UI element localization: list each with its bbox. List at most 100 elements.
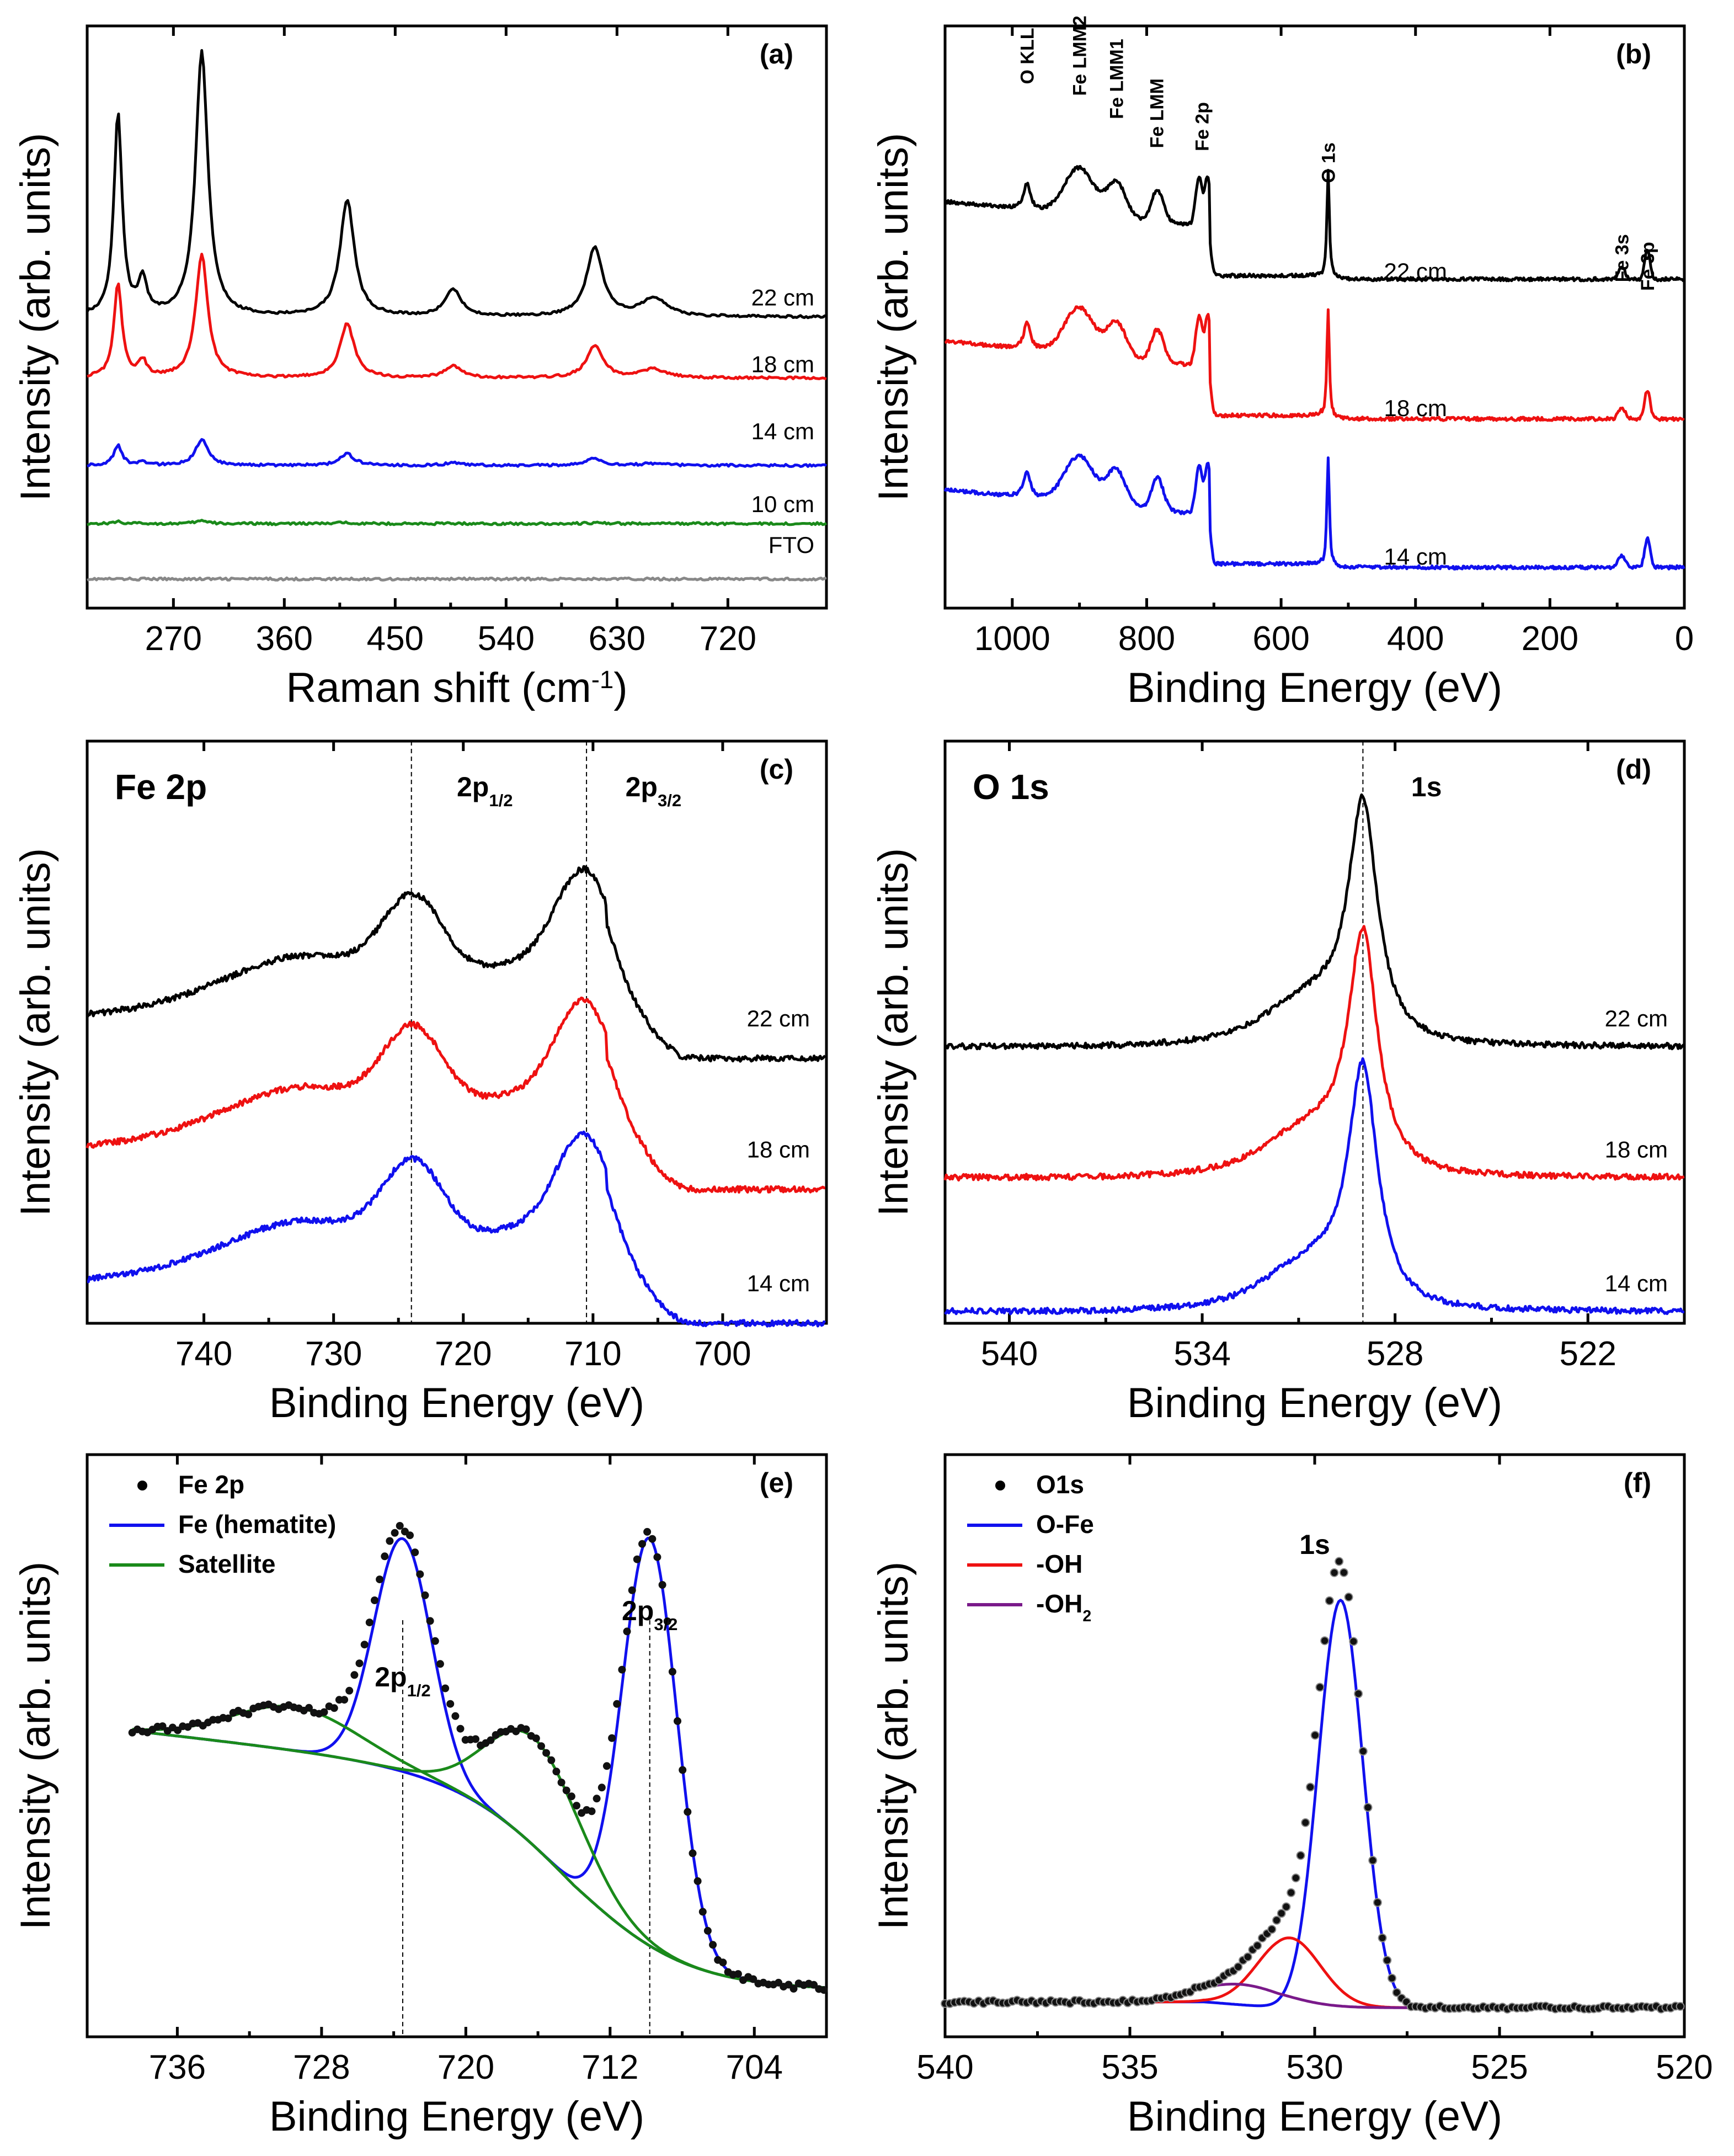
plot-frame [86,1453,828,2038]
panel-title: O 1s [973,767,1049,807]
x-axis-label-end: ) [613,664,627,711]
series-label: FTO [769,532,814,558]
data-point [597,1784,606,1792]
series-label: 18 cm [751,352,814,377]
peak-label: 2p1/2 [375,1662,430,1700]
y-axis-label: Intensity (arb. units) [12,133,59,501]
data-point [487,1736,495,1744]
data-point [648,1535,657,1543]
plot-frame [943,24,1686,610]
series-line-14cm [87,438,828,468]
data-point [411,1548,419,1557]
data-point [1373,1898,1382,1907]
data-point [1368,1856,1378,1865]
data-point [244,1710,253,1718]
panel-label: (d) [1616,754,1651,785]
data-point [1243,1952,1252,1962]
x-tick-label: 800 [1118,620,1175,658]
peak-label: 1s [1411,771,1442,802]
data-point [663,1617,671,1625]
data-point [421,1591,429,1599]
x-tick-label: 270 [145,620,202,658]
series-label: 18 cm [747,1136,810,1162]
data-point [376,1575,384,1584]
panel-a: 270 360 450 540 630 720 Raman shift (cm-1) Inte… [12,24,828,711]
data-point [542,1749,551,1757]
data-point [810,1981,818,1989]
data-point [684,1808,692,1816]
series-line-14cm [87,1130,826,1328]
y-axis-label: Intensity (arb. units) [870,848,917,1216]
data-point [1388,1973,1396,1983]
data-point [1358,1747,1368,1756]
data-point [340,1696,349,1704]
series-line-18cm [943,925,1685,1182]
panel-c: 740 730 720 710 700 Binding Energy (eV) Intens… [12,739,828,1426]
peak-annotation: O 1s [1318,142,1339,183]
x-tick-label: 630 [589,620,645,658]
data-point [789,1984,798,1993]
x-tick-label: 360 [256,620,313,658]
data-point [638,1540,646,1548]
x-axis-label-text: Binding Energy (eV) [1127,1380,1502,1426]
data-point [1320,1636,1330,1646]
peak-label-main: 2p [375,1662,407,1692]
peak-label: 2p3/2 [626,771,681,810]
data-point [365,1619,374,1627]
x-tick-label: 710 [564,1335,621,1373]
peak-annotation: Fe LMM1 [1107,39,1128,119]
peak-label-main: 2p [457,771,489,802]
x-tick-label: 720 [437,2048,494,2086]
data-point [567,1792,575,1801]
peak-annotation: Fe 2p [1192,102,1213,151]
data-point [396,1522,404,1530]
series-label: 22 cm [1384,258,1447,284]
plot-frame [86,739,828,1325]
data-point [588,1807,596,1816]
data-point [573,1802,580,1810]
data-point [391,1529,399,1537]
data-point [350,1671,359,1679]
data-point [658,1581,666,1589]
data-point [820,1986,828,1994]
x-axis-label-text: Binding Energy (eV) [1127,664,1502,711]
data-point [1378,1933,1387,1942]
legend-label: -OH2 [1036,1589,1091,1625]
data-point [1267,1925,1277,1934]
fit-component [132,1537,825,1989]
panel-e: 736 728 720 712 704 Binding Energy (eV) Intens… [12,1453,828,2140]
data-point [1272,1915,1281,1925]
peak-annotation: Fe 3p [1637,242,1658,291]
data-point [436,1660,444,1668]
data-point [679,1766,687,1774]
data-point [709,1941,717,1949]
series-label: 18 cm [1384,395,1447,421]
data-point [386,1537,394,1545]
y-axis-label: Intensity (arb. units) [12,848,59,1216]
plot-frame [943,739,1686,1325]
y-axis-label: Intensity (arb. units) [12,1562,59,1930]
legend-marker [137,1481,147,1490]
data-point [431,1637,439,1645]
series-label: 18 cm [1605,1136,1668,1162]
x-tick-label: 720 [700,620,756,658]
data-point [330,1704,338,1712]
data-point [562,1786,570,1795]
data-point [381,1552,389,1561]
data-point [472,1735,479,1743]
x-tick-label: 400 [1387,620,1444,658]
series-label: 22 cm [747,1005,810,1031]
data-point [1296,1851,1305,1860]
x-tick-label: 720 [435,1335,492,1373]
series-line-22cm [86,865,826,1063]
series-label: 10 cm [751,491,814,517]
data-point [446,1700,455,1708]
peak-annotation: Fe LMM2 [1070,15,1091,95]
x-tick-label: 736 [149,2048,206,2086]
series-line-18cm [944,305,1685,422]
legend-label: Fe 2p [178,1470,244,1499]
x-tick-label: 535 [1101,2048,1158,2086]
fit-component [945,1599,1684,2009]
x-tick-label: 522 [1559,1335,1616,1373]
panel-label: (b) [1616,39,1651,70]
